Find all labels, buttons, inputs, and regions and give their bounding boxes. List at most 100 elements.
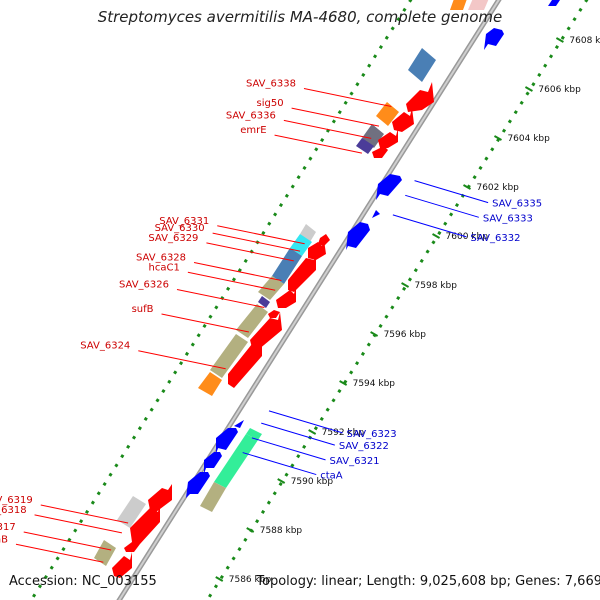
tick-label: 7592 kbp bbox=[322, 428, 365, 438]
forward-label-leader bbox=[187, 271, 276, 291]
forward-gene-label: ctaB bbox=[0, 534, 8, 545]
forward-arrow bbox=[268, 310, 280, 318]
tick-label: 7600 kbp bbox=[446, 232, 489, 242]
tick-mark bbox=[401, 282, 410, 288]
reverse-arrow bbox=[234, 420, 244, 428]
reverse-gene-label: SAV_6321 bbox=[330, 456, 380, 467]
gene-block-SAV_6329 bbox=[272, 248, 302, 284]
gene-labels: SAV_6338sig50SAV_6336emrESAV_6331SAV_633… bbox=[0, 79, 542, 563]
forward-label-leader bbox=[212, 232, 301, 252]
forward-arrow bbox=[372, 146, 388, 158]
tick-label: 7608 kbp bbox=[569, 36, 600, 46]
reverse-label-leader bbox=[268, 410, 343, 434]
forward-gene-label: SAV_6317 bbox=[0, 522, 16, 533]
forward-label-leader bbox=[217, 225, 305, 245]
tick-label: 7594 kbp bbox=[353, 379, 396, 389]
reverse-arrow bbox=[346, 222, 370, 250]
forward-gene-label: sig50 bbox=[257, 98, 284, 109]
tick-mark bbox=[493, 135, 502, 141]
forward-label-leader bbox=[206, 242, 294, 262]
forward-gene-label: emrE bbox=[240, 125, 266, 136]
accession-label: Accession: NC_003155 bbox=[9, 574, 157, 589]
reverse-gene-label: SAV_6323 bbox=[347, 429, 397, 440]
gene-block-ctaB bbox=[94, 540, 116, 566]
gene-block-sig50 bbox=[376, 102, 399, 126]
tick-mark bbox=[370, 331, 379, 337]
reverse-label-leader bbox=[251, 437, 326, 461]
genome-backbone-highlight bbox=[118, 0, 500, 600]
reverse-arrow bbox=[216, 428, 238, 454]
top-gene-orange bbox=[450, 0, 467, 10]
reverse-arrow bbox=[204, 452, 222, 474]
tick-mark bbox=[462, 184, 471, 190]
forward-arrow bbox=[124, 540, 140, 552]
tick-label: 7598 kbp bbox=[415, 281, 458, 291]
forward-gene-label: SAV_6331 bbox=[159, 216, 209, 227]
forward-gene-label: SAV_6336 bbox=[226, 110, 276, 121]
forward-label-leader bbox=[23, 531, 112, 551]
forward-label-leader bbox=[274, 134, 363, 154]
forward-arrow bbox=[288, 252, 316, 292]
top-gene-light bbox=[468, 0, 489, 10]
forward-label-leader bbox=[176, 288, 265, 308]
reverse-arrow bbox=[548, 0, 560, 6]
forward-arrow bbox=[250, 312, 282, 350]
forward-gene-label: SAV_6324 bbox=[80, 341, 130, 352]
gene-block-emrE bbox=[356, 138, 374, 154]
gene-block-SAV_6319 bbox=[117, 496, 146, 528]
reverse-gene-label: ctaA bbox=[320, 471, 343, 482]
tick-mark bbox=[277, 478, 286, 484]
gene-block-hcaC1 bbox=[258, 296, 270, 308]
reverse-label-leader bbox=[392, 214, 467, 238]
tick-label: 7588 kbp bbox=[260, 526, 303, 536]
gene-block-SAV_6338 bbox=[408, 48, 436, 82]
reverse-gene-label: SAV_6335 bbox=[492, 199, 542, 210]
tick-label: 7590 kbp bbox=[291, 477, 334, 487]
gene-block-SAV_6322 bbox=[214, 434, 258, 488]
gene-block-SAV_6321 bbox=[200, 482, 226, 512]
dotted-guide-lines bbox=[29, 0, 589, 600]
forward-arrow bbox=[112, 552, 132, 578]
forward-arrow bbox=[392, 108, 414, 132]
reverse-label-leader bbox=[414, 180, 489, 204]
forward-label-leader bbox=[291, 107, 380, 127]
forward-gene-label: SAV_6330 bbox=[155, 223, 205, 234]
forward-strand-guide bbox=[29, 0, 413, 600]
forward-label-leader bbox=[283, 119, 372, 139]
reverse-gene-label: SAV_6332 bbox=[470, 233, 520, 244]
position-ticks: 7608 kbp 7606 kbp 7604 kbp 7602 kbp 7600 kbp… bbox=[215, 36, 600, 585]
reverse-label-leader bbox=[242, 452, 317, 476]
tick-mark bbox=[555, 37, 564, 43]
forward-label-leader bbox=[40, 504, 129, 524]
forward-label-leader bbox=[303, 88, 392, 108]
forward-gene-label: SAV_6338 bbox=[246, 79, 296, 90]
reverse-label-leader bbox=[405, 194, 479, 218]
forward-gene-label: SAV_6328 bbox=[136, 253, 186, 264]
forward-arrow bbox=[228, 336, 262, 388]
topology-label: Topology: linear; Length: 9,025,608 bp; … bbox=[256, 574, 600, 589]
tick-mark bbox=[215, 576, 224, 582]
tick-label: 7602 kbp bbox=[476, 183, 519, 193]
forward-arrow bbox=[276, 286, 296, 308]
reverse-gene-label: SAV_6333 bbox=[483, 213, 533, 224]
forward-label-leader bbox=[193, 262, 282, 281]
forward-label-leader bbox=[138, 350, 226, 370]
tick-mark bbox=[246, 527, 255, 533]
feature-blocks bbox=[94, 0, 489, 566]
reverse-strand-guide bbox=[205, 0, 589, 600]
reverse-arrow bbox=[186, 472, 210, 498]
gene-block-SAV_6324 bbox=[198, 372, 222, 396]
tick-mark bbox=[308, 429, 317, 435]
reverse-arrow bbox=[484, 28, 504, 50]
tick-mark bbox=[524, 86, 533, 92]
gene-arrows bbox=[112, 0, 560, 578]
forward-arrow bbox=[308, 240, 326, 260]
forward-label-leader bbox=[161, 313, 249, 333]
gene-block-SAV_6326 bbox=[236, 304, 268, 338]
forward-gene-label: hcaC1 bbox=[149, 262, 180, 273]
forward-label-leader bbox=[34, 514, 123, 534]
forward-label-leader bbox=[15, 543, 104, 563]
forward-gene-label: SAV_6326 bbox=[119, 279, 169, 290]
forward-gene-label: SAV_6319 bbox=[0, 495, 33, 506]
